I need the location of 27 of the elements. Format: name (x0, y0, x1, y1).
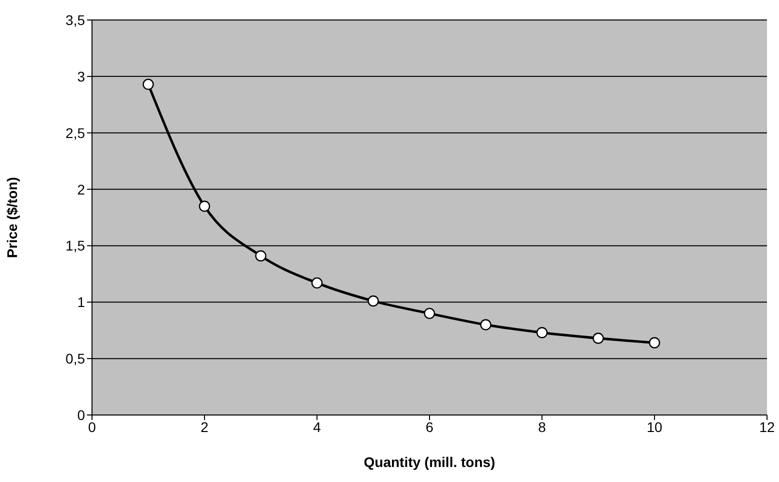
point (536, 327, 548, 338)
y-tick-label: 1 (77, 294, 86, 310)
x-tick-label: 8 (538, 418, 546, 435)
x-tick-label: 12 (759, 418, 775, 435)
y-tick-label: 1,5 (66, 238, 86, 254)
point (592, 332, 604, 344)
y-tick-label: 3 (77, 68, 86, 84)
y-tick-label: 0 (77, 406, 86, 423)
y-tick-label: 3,5 (66, 12, 86, 28)
x-axis-title: Quantity (mill. tons) (364, 454, 496, 470)
x-tick-label: 2 (200, 418, 209, 435)
y-axis-title: Price ($/ton) (4, 177, 20, 258)
point (311, 277, 323, 289)
x-tick-label: 0 (88, 418, 96, 435)
y-tick-label: 0,5 (66, 350, 86, 367)
x-tick-label: 4 (313, 418, 322, 435)
x-tick-label: 10 (646, 418, 662, 435)
point (480, 319, 492, 330)
point (142, 78, 154, 90)
point (198, 200, 210, 212)
y-tick-label: 2 (77, 181, 86, 198)
point (648, 337, 660, 348)
x-tick-label: 6 (426, 418, 434, 435)
y-tick-label: 2,5 (66, 124, 86, 141)
point (255, 250, 266, 262)
point (424, 308, 436, 320)
point (368, 295, 379, 307)
